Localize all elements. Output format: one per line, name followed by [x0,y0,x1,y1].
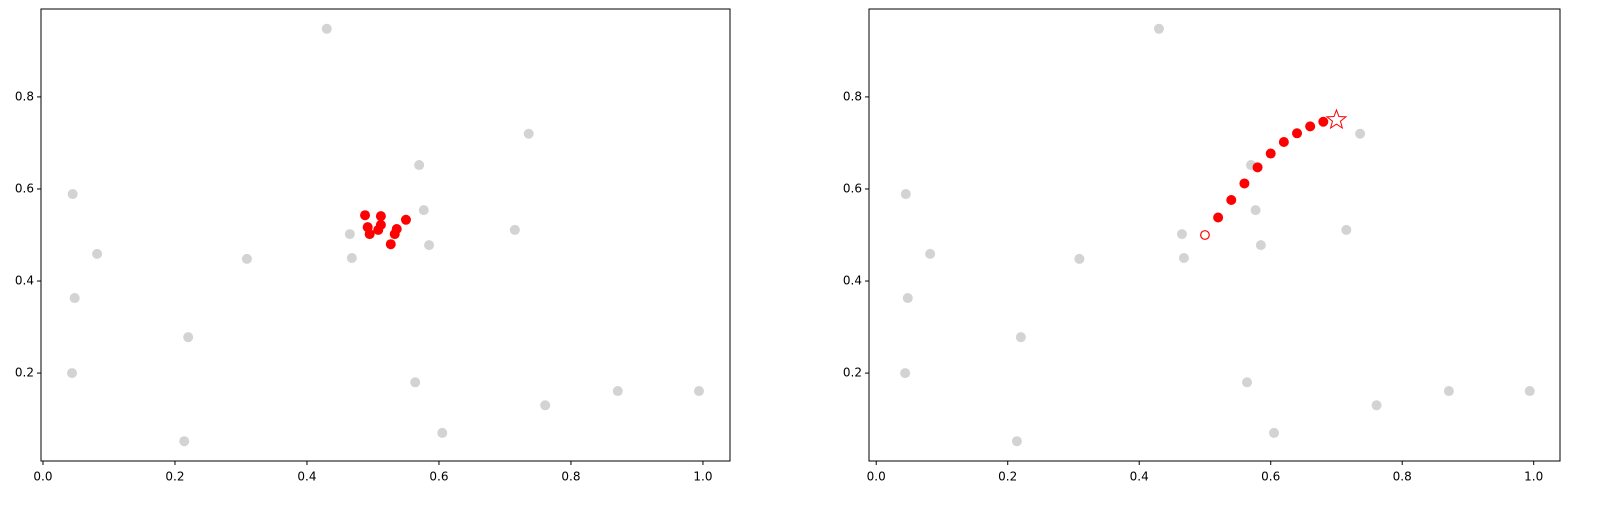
x-tick-label: 0.8 [1393,470,1412,484]
point [1341,224,1352,235]
x-tick-label: 1.0 [1524,470,1543,484]
point [424,240,435,251]
y-tick-label: 0.2 [15,366,34,380]
point [1278,137,1289,148]
point [92,248,103,259]
y-tick-label: 0.6 [15,181,34,195]
x-tick-label: 0.8 [561,470,580,484]
point [67,368,78,379]
point [693,386,704,397]
point [1292,128,1303,139]
point [179,436,190,447]
point [1153,23,1164,34]
point [900,368,911,379]
point [1015,332,1026,343]
x-tick-label: 0.4 [297,470,316,484]
point [69,293,80,304]
point [1074,253,1085,264]
point [410,377,421,388]
point [1524,386,1535,397]
point [1443,386,1454,397]
point [1226,195,1237,206]
point [902,293,913,304]
y-tick-label: 0.2 [843,366,862,380]
point [1252,162,1263,173]
target-star [1325,108,1348,130]
point [67,189,78,200]
point [1305,121,1316,132]
point [344,229,355,240]
point [389,229,400,240]
point [1242,377,1253,388]
point [437,427,448,438]
point [321,23,332,34]
point [364,229,375,240]
point [1371,400,1382,411]
x-tick-label: 0.4 [1130,470,1149,484]
point [1250,205,1261,216]
point [360,210,371,221]
point [612,386,623,397]
x-tick-label: 1.0 [693,470,712,484]
x-tick-label: 0.2 [998,470,1017,484]
x-tick-label: 0.2 [165,470,184,484]
point [400,214,411,225]
point [418,205,429,216]
point [373,224,384,235]
point [925,248,936,259]
x-tick-label: 0.0 [33,470,52,484]
y-tick-label: 0.8 [15,89,34,103]
point [241,253,252,264]
axes-frame [40,8,731,462]
subplot: 0.0 0.2 0.4 0.6 0.8 1.0 0.2 0.4 0.6 0.8 [15,8,731,484]
subplot: 0.0 0.2 0.4 0.6 0.8 1.0 0.2 0.4 0.6 0.8 [843,8,1561,484]
point [1213,212,1224,223]
x-tick-label: 0.6 [429,470,448,484]
point [1269,427,1280,438]
point [900,189,911,200]
point [523,128,534,139]
point [1255,240,1266,251]
point [509,224,520,235]
y-tick-label: 0.4 [843,274,862,288]
point [1011,436,1022,447]
point [540,400,551,411]
point [1318,116,1329,127]
point [1178,253,1189,264]
point [385,239,396,250]
point [183,332,194,343]
axes-frame [868,8,1561,462]
point [1265,148,1276,159]
point [1355,128,1366,139]
point [375,211,386,222]
start-point [1200,230,1210,240]
y-tick-label: 0.8 [843,89,862,103]
x-tick-label: 0.0 [867,470,886,484]
point [1239,178,1250,189]
x-tick-label: 0.6 [1261,470,1280,484]
point [346,253,357,264]
point [414,160,425,171]
y-tick-label: 0.4 [15,274,34,288]
point [1176,229,1187,240]
y-tick-label: 0.6 [843,181,862,195]
